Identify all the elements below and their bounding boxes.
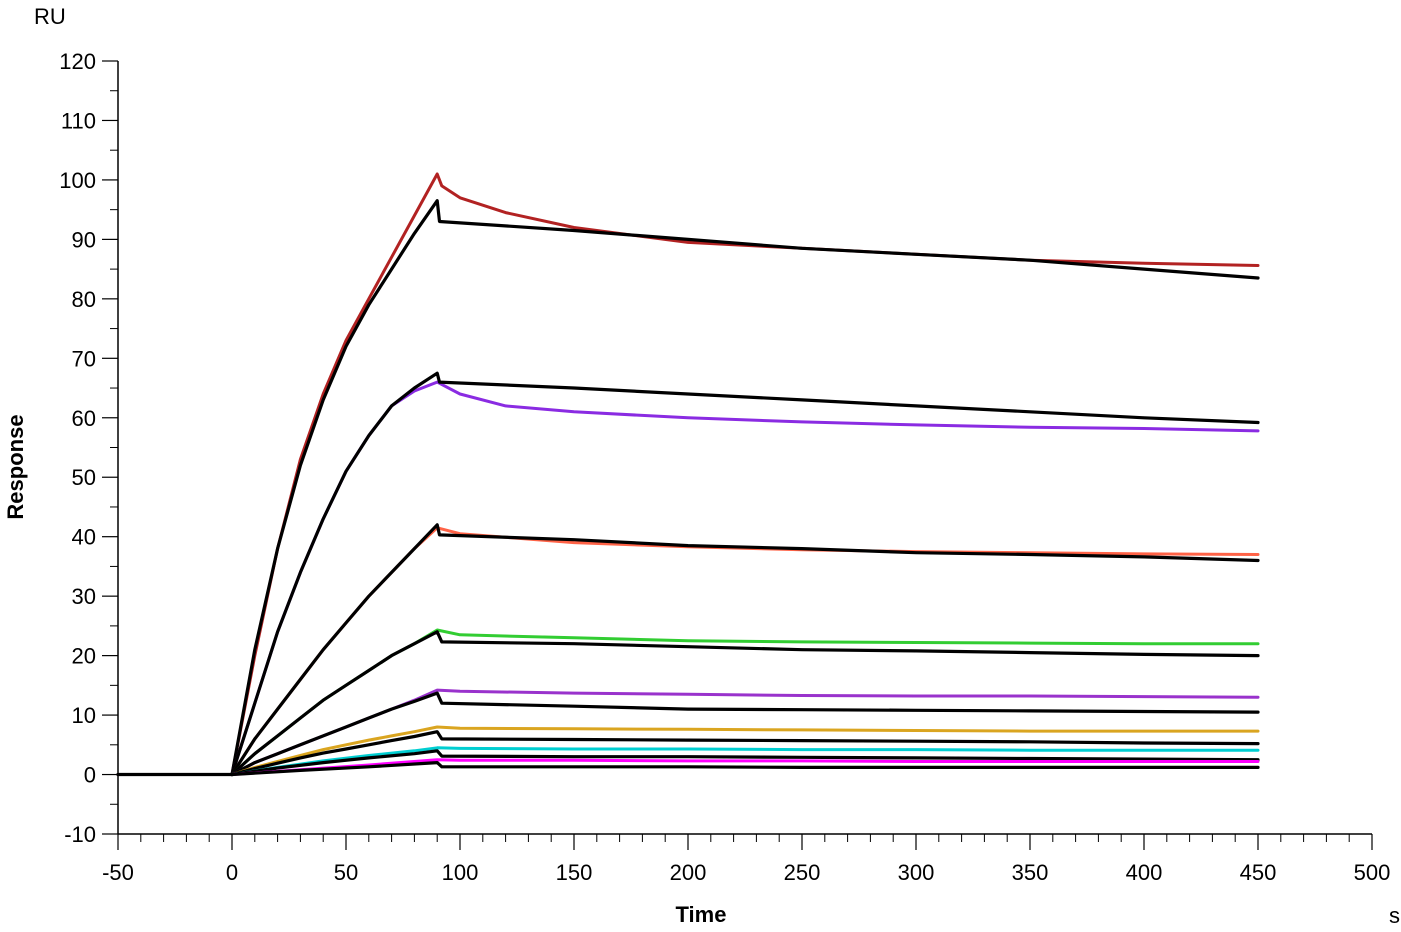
x-tick-label: 450 [1240, 860, 1277, 885]
fit-curve-3 [230, 371, 1260, 777]
fit-curve-13 [230, 749, 1260, 777]
x-tick-label: 250 [784, 860, 821, 885]
fit-curve-7 [230, 630, 1260, 777]
y-tick-label: 50 [72, 465, 96, 490]
y-tick-label: 90 [72, 227, 96, 252]
y-tick-label: 20 [72, 644, 96, 669]
fit-curve-15 [116, 761, 1260, 777]
x-tick-label: 350 [1012, 860, 1049, 885]
y-tick-label: 100 [59, 168, 96, 193]
x-tick-label: 400 [1126, 860, 1163, 885]
y-axis-title: Response [3, 414, 28, 519]
y-tick-label: -10 [64, 822, 96, 847]
y-tick-label: 80 [72, 287, 96, 312]
x-tick-label: 200 [670, 860, 707, 885]
y-tick-label: 0 [84, 763, 96, 788]
x-tick-label: 300 [898, 860, 935, 885]
fit-curve-5 [230, 523, 1260, 777]
sensorgram-curve-4 [116, 526, 1260, 776]
y-unit-label: RU [34, 4, 66, 29]
x-unit-label: s [1389, 903, 1400, 928]
fit-curve-11 [230, 730, 1260, 777]
y-tick-label: 40 [72, 525, 96, 550]
y-tick-label: 10 [72, 703, 96, 728]
fit-curve-9 [230, 691, 1260, 777]
x-tick-label: 0 [226, 860, 238, 885]
x-tick-label: 50 [334, 860, 358, 885]
x-axis-title: Time [676, 902, 727, 927]
x-tick-label: 100 [442, 860, 479, 885]
axes-layer: -10 0 10 20 30 40 50 60 70 80 90 100 110 120 -50 0 50 100… [59, 49, 1390, 885]
y-tick-label: 30 [72, 584, 96, 609]
sensorgram-curve-2 [116, 380, 1260, 776]
y-tick-label: 120 [59, 49, 96, 74]
series-layer [116, 172, 1260, 777]
x-tick-label: 500 [1354, 860, 1391, 885]
y-tick-label: 70 [72, 346, 96, 371]
x-tick-label: 150 [556, 860, 593, 885]
sensorgram-curve-6 [116, 628, 1260, 776]
x-tick-label: -50 [102, 860, 134, 885]
y-tick-label: 60 [72, 406, 96, 431]
sensorgram-curve-10 [116, 725, 1260, 776]
y-tick-label: 110 [61, 108, 96, 133]
fit-curve-1 [230, 199, 1260, 777]
